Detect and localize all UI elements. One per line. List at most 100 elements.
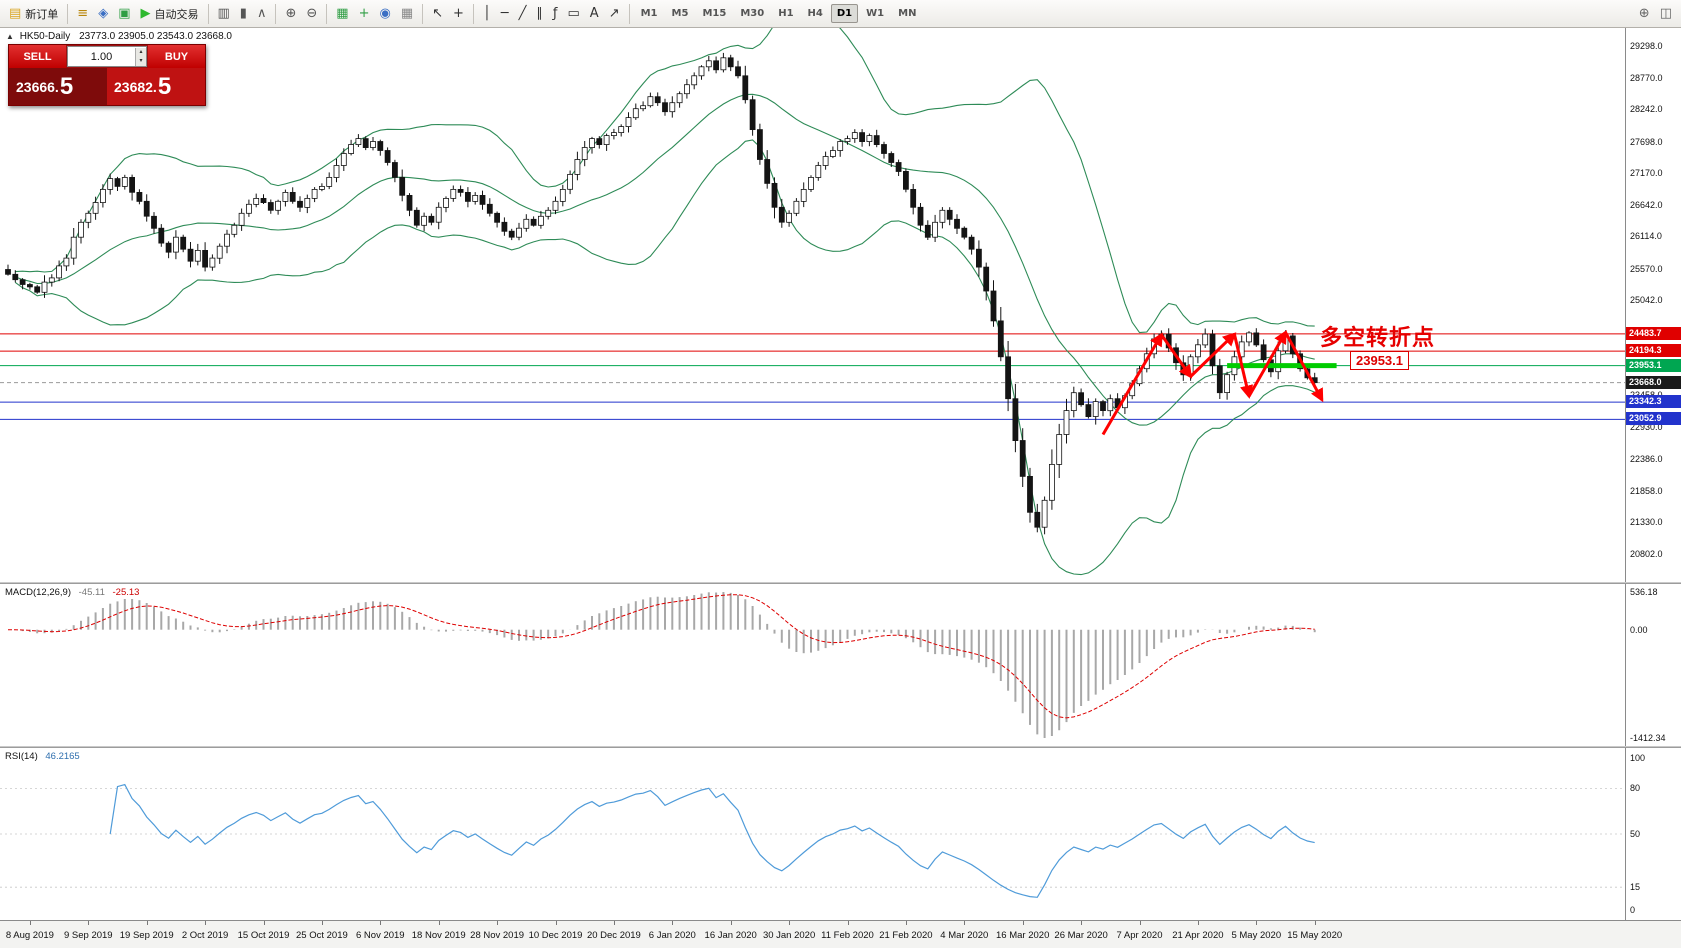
timeframe-mn[interactable]: MN [898, 8, 917, 19]
timeframe-h4[interactable]: H4 [807, 8, 823, 19]
time-axis[interactable]: 8 Aug 2019 9 Sep 2019 19 Sep 2019 2 Oct 201… [0, 920, 1681, 948]
date-label: 18 Nov 2019 [411, 930, 466, 941]
cursor-button[interactable]: ↖ [428, 3, 447, 25]
panel-splitter[interactable] [0, 746, 1681, 748]
time-tick [847, 921, 849, 925]
bar-chart-button[interactable]: ▥ [214, 3, 234, 25]
price-tick-label: 22930.0 [1630, 421, 1663, 432]
zoom-in-button[interactable]: ⊕ [281, 3, 300, 25]
rsi-tick-label: 100 [1630, 753, 1646, 763]
buy-button[interactable]: BUY [148, 45, 205, 68]
rsi-axis[interactable]: 100 80 50 15 0 [1625, 748, 1681, 920]
rsi-name: RSI(14) [5, 751, 38, 762]
timeframe-m15[interactable]: M15 [702, 8, 727, 19]
time-tick [905, 921, 907, 925]
macd-signal-value: -25.13 [112, 587, 140, 598]
crosshair-button[interactable]: + [449, 3, 468, 25]
date-label: 6 Nov 2019 [356, 930, 405, 941]
trendline-button[interactable]: ╱ [515, 3, 531, 25]
price-level-badge: 23953.1 [1626, 358, 1681, 372]
navigate-button[interactable]: ◉ [375, 3, 394, 25]
rsi-tick-label: 50 [1630, 829, 1641, 839]
arrow-tool-button[interactable]: ↗ [605, 3, 624, 25]
new-order-button[interactable]: ▤ 新订单 [5, 3, 62, 25]
terminal-icon: ▣ [118, 5, 131, 21]
macd-panel: MACD(12,26,9) -45.11 -25.13 536.18 0.00 -1… [0, 584, 1681, 746]
macd-canvas[interactable] [0, 584, 1625, 746]
panel-splitter[interactable] [0, 582, 1681, 584]
bar-chart-icon: ▥ [217, 5, 230, 21]
price-tick-label: 25570.0 [1630, 263, 1663, 274]
community-icon: ◫ [1659, 5, 1672, 21]
line-chart-button[interactable]: ∧ [253, 3, 271, 25]
date-label: 21 Feb 2020 [879, 930, 933, 941]
shapes-button[interactable]: ▭ [564, 3, 584, 25]
price-level-badge: 23052.9 [1626, 412, 1681, 426]
text-icon: A [589, 5, 599, 21]
channel-button[interactable]: ∥ [532, 3, 547, 25]
volume-up-button[interactable]: ▴ [136, 47, 146, 57]
auto-trading-button[interactable]: ▶ 自动交易 [137, 3, 203, 25]
rsi-value: 46.2165 [45, 751, 80, 762]
macd-main-value: -45.11 [78, 587, 105, 598]
horizontal-line-icon: ─ [500, 5, 509, 21]
add-indicator-button[interactable]: + [355, 3, 374, 25]
rsi-tick-label: 80 [1630, 783, 1641, 794]
price-chart-canvas[interactable] [0, 28, 1625, 582]
crosshair-icon: + [453, 5, 464, 21]
sell-button[interactable]: SELL [9, 45, 66, 68]
tile-windows-button[interactable]: ▦ [332, 3, 352, 25]
price-tick-label: 25042.0 [1630, 295, 1663, 306]
market-watch-icon: ≡ [77, 5, 89, 21]
price-tick-label: 20802.0 [1630, 549, 1663, 559]
horizontal-line-button[interactable]: ─ [497, 3, 513, 25]
macd-tick-label: 0.00 [1630, 624, 1648, 635]
rsi-canvas[interactable] [0, 748, 1625, 920]
price-tick-label: 22386.0 [1630, 454, 1663, 465]
zoom-out-button[interactable]: ⊖ [302, 3, 321, 25]
price-axis[interactable]: 29298.0 28770.0 28242.0 27698.0 27170.0 26642… [1625, 28, 1681, 582]
rsi-tick-label: 0 [1630, 905, 1636, 915]
price-tick-label: 26642.0 [1630, 199, 1663, 210]
terminal-button[interactable]: ▣ [114, 3, 134, 25]
timeframe-m30[interactable]: M30 [740, 8, 765, 19]
date-label: 7 Apr 2020 [1116, 930, 1163, 941]
fibonacci-button[interactable]: ƒ [549, 3, 562, 25]
timeframe-d1[interactable]: D1 [830, 4, 859, 23]
current-price-badge: 23668.0 [1626, 375, 1681, 389]
date-label: 21 Apr 2020 [1172, 930, 1224, 941]
timeframe-m5[interactable]: M5 [671, 8, 689, 19]
price-tick-label: 21858.0 [1630, 485, 1663, 496]
date-label: 2 Oct 2019 [181, 930, 229, 941]
quick-search-button[interactable]: ⊕ [1635, 3, 1654, 25]
navigator-button[interactable]: ◈ [94, 3, 112, 25]
macd-tick-label: 536.18 [1630, 587, 1658, 597]
main-chart-panel: ▲ HK50-Daily 23773.0 23905.0 23543.0 236… [0, 28, 1681, 582]
timeframe-h1[interactable]: H1 [778, 8, 794, 19]
fibonacci-icon: ƒ [552, 5, 558, 21]
price-tick-label: 27170.0 [1630, 168, 1663, 179]
market-watch-button[interactable]: ≡ [73, 3, 92, 25]
time-tick [321, 921, 323, 925]
macd-axis[interactable]: 536.18 0.00 -1412.34 [1625, 584, 1681, 746]
candlestick-chart-button[interactable]: ▮ [236, 3, 251, 25]
volume-down-button[interactable]: ▾ [136, 56, 146, 66]
date-label: 4 Mar 2020 [940, 930, 989, 941]
buy-price[interactable]: 23682. 5 [107, 68, 205, 105]
sell-price[interactable]: 23666. 5 [9, 68, 107, 105]
volume-value[interactable]: 1.00 [90, 50, 113, 63]
text-button[interactable]: A [586, 3, 603, 25]
vertical-line-button[interactable]: │ [479, 3, 495, 25]
volume-stepper[interactable]: 1.00 ▴ ▾ [67, 46, 147, 67]
arrow-tool-icon: ↗ [608, 5, 620, 21]
timeframe-m1[interactable]: M1 [640, 8, 658, 19]
templates-button[interactable]: ▦ [397, 3, 417, 25]
timeframe-w1[interactable]: W1 [866, 8, 885, 19]
date-label: 10 Dec 2019 [528, 930, 583, 941]
one-click-trade-panel: SELL 1.00 ▴ ▾ BUY 23666. 5 23682. 5 [8, 44, 206, 106]
time-tick [1081, 921, 1083, 925]
price-tick-label: 26114.0 [1630, 231, 1662, 242]
time-tick [88, 921, 90, 925]
community-button[interactable]: ◫ [1656, 3, 1676, 25]
time-tick [789, 921, 791, 925]
